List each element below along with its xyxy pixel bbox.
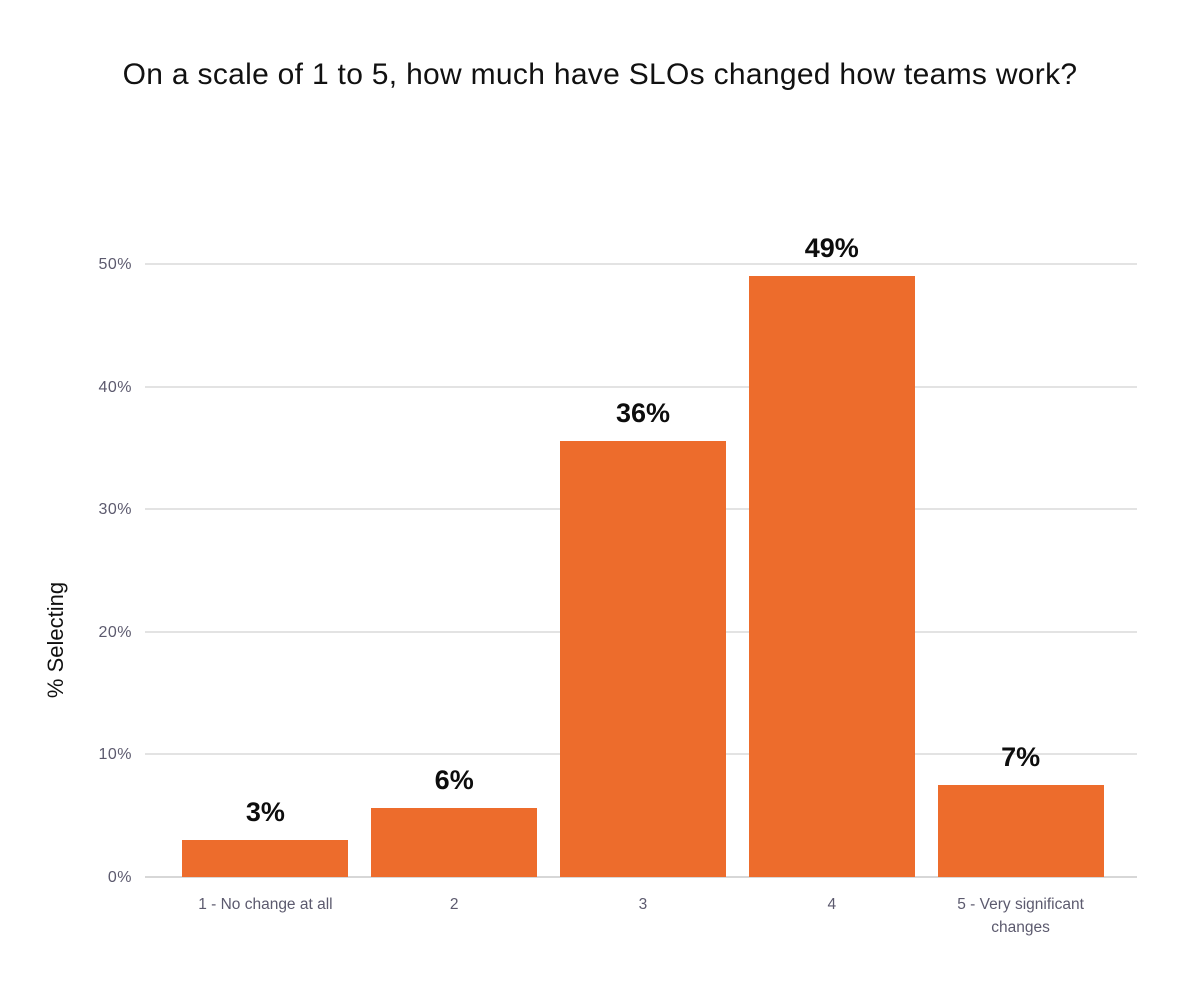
x-axis-tick-labels: 1 - No change at all 2 3 4 5 - Very signific…: [145, 893, 1137, 940]
bar-slot: 49%: [737, 235, 926, 877]
bar: [559, 440, 727, 877]
bar: [748, 276, 915, 877]
x-tick-label: 1 - No change at all: [198, 896, 333, 913]
bar: [937, 785, 1104, 877]
gridline-50: [145, 263, 1137, 265]
x-tick-label: 3: [638, 896, 648, 913]
y-tick-label: 10%: [98, 746, 132, 764]
bar-value-label: 7%: [1001, 742, 1041, 773]
bar-slot: 3%: [171, 264, 360, 877]
gridline-0: [145, 876, 1137, 878]
y-axis-tick-labels: 0% 10% 20% 30% 40% 50%: [0, 257, 132, 886]
bar: [371, 808, 538, 877]
y-tick-label: 0%: [107, 869, 132, 886]
bar-value-label: 6%: [434, 765, 474, 796]
bars-row: 3% 6% 36% 49% 7%: [145, 235, 1137, 877]
y-tick-label: 20%: [98, 623, 132, 641]
bar-value-label: 3%: [245, 797, 285, 828]
y-tick-label: 30%: [98, 501, 132, 519]
bar-slot: 6%: [360, 264, 549, 877]
x-tick-label: 4: [827, 896, 837, 913]
bar-slot: 7%: [926, 264, 1115, 877]
y-tick-label: 40%: [98, 378, 132, 396]
chart-title: On a scale of 1 to 5, how much have SLOs…: [122, 58, 1078, 91]
bar: [182, 840, 349, 877]
bar-slot: 36%: [549, 264, 738, 877]
x-tick-label: 2: [449, 896, 459, 913]
y-tick-label: 50%: [98, 256, 132, 273]
bar-value-label: 49%: [804, 233, 859, 264]
plot-area: 3% 6% 36% 49% 7%: [145, 235, 1137, 878]
x-tick-label: 5 - Very significant changes: [957, 896, 1084, 937]
gridline-40: [145, 385, 1137, 388]
bar-value-label: 36%: [615, 397, 671, 428]
